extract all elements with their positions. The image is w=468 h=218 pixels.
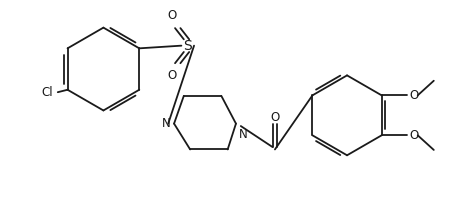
Text: O: O [167,9,176,22]
Text: O: O [271,111,279,124]
Text: O: O [409,129,418,142]
Text: N: N [239,128,248,141]
Text: O: O [409,89,418,102]
Text: O: O [167,69,176,82]
Text: N: N [162,117,171,130]
Text: Cl: Cl [41,86,53,99]
Text: S: S [183,39,191,53]
